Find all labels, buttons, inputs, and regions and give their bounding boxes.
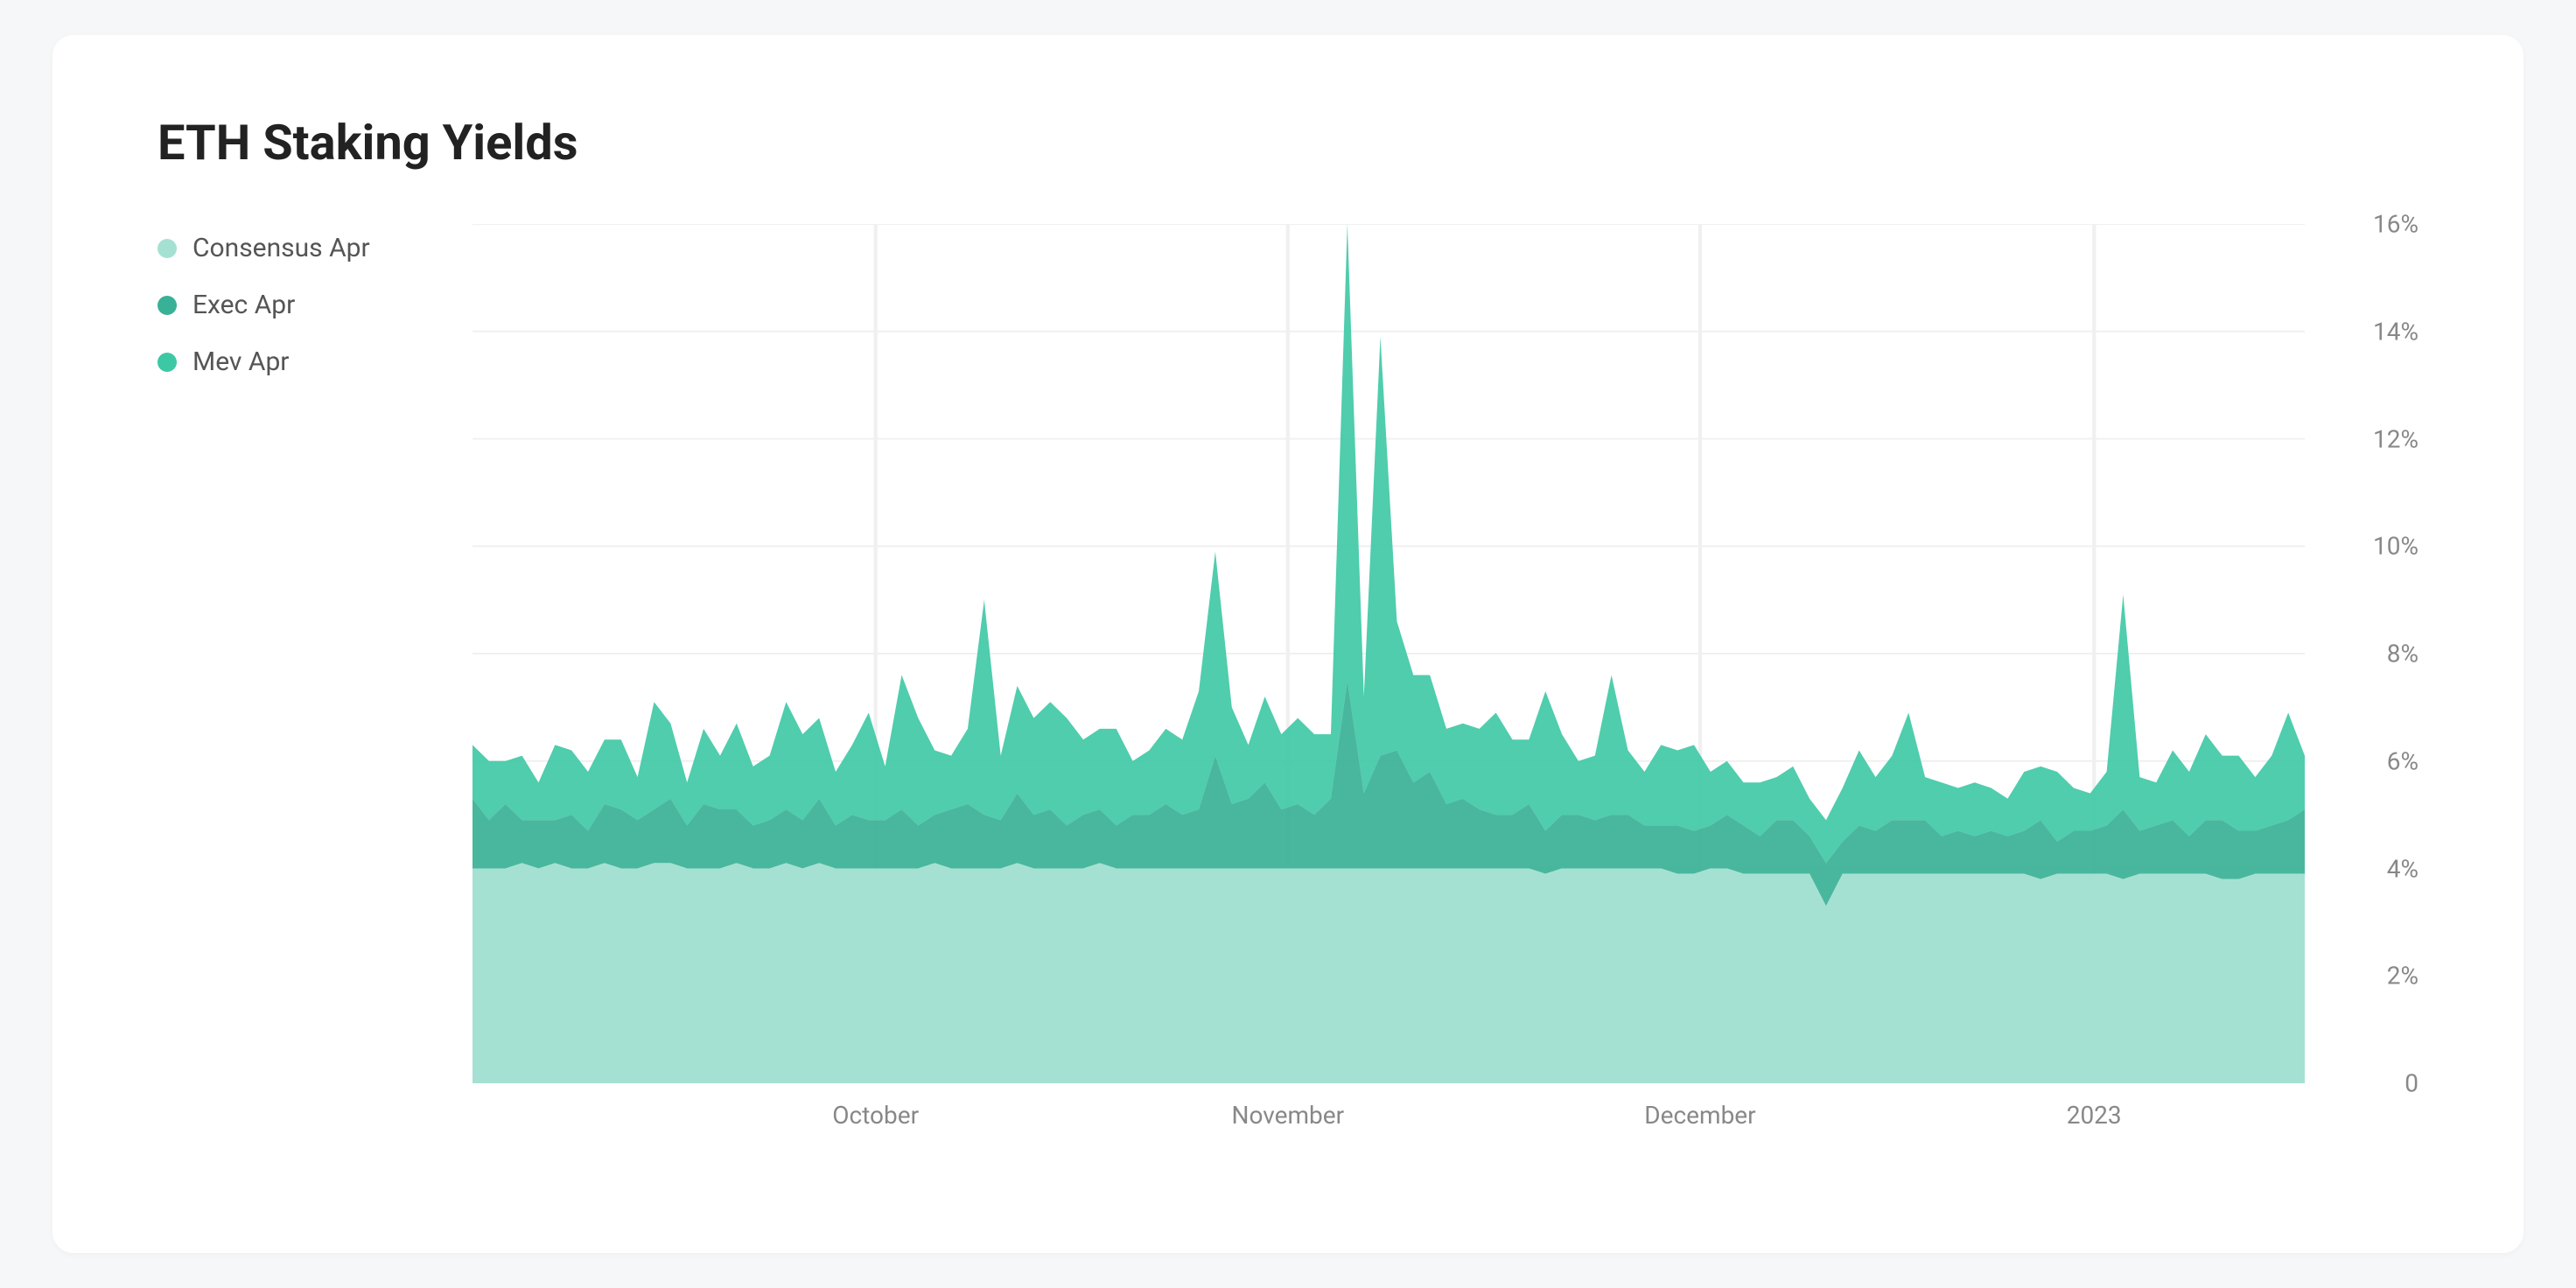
legend-item: Consensus Apr	[158, 233, 472, 263]
chart-card: ETH Staking Yields Consensus Apr Exec Apr…	[52, 35, 2524, 1253]
legend-item: Exec Apr	[158, 290, 472, 320]
y-tick-label: 2%	[2314, 962, 2418, 990]
legend-dot	[158, 239, 177, 258]
y-tick-label: 6%	[2314, 746, 2418, 775]
legend-label: Mev Apr	[192, 346, 289, 377]
y-axis: 02%4%6%8%10%12%14%16%	[2314, 224, 2418, 1083]
chart-title: ETH Staking Yields	[158, 114, 2418, 172]
legend-item: Mev Apr	[158, 346, 472, 377]
legend: Consensus Apr Exec Apr Mev Apr	[158, 224, 472, 1136]
y-tick-label: 4%	[2314, 854, 2418, 883]
y-tick-label: 10%	[2314, 532, 2418, 561]
y-tick-label: 12%	[2314, 424, 2418, 453]
y-tick-label: 14%	[2314, 317, 2418, 346]
plot-outer: 02%4%6%8%10%12%14%16% OctoberNovemberDec…	[472, 224, 2418, 1136]
legend-dot	[158, 353, 177, 372]
x-tick-label: 2023	[2067, 1101, 2122, 1130]
y-tick-label: 0	[2314, 1069, 2418, 1098]
legend-label: Consensus Apr	[192, 233, 370, 263]
plot-area	[472, 224, 2305, 1083]
y-tick-label: 16%	[2314, 210, 2418, 239]
x-tick-label: October	[832, 1101, 919, 1130]
legend-dot	[158, 296, 177, 315]
x-tick-label: November	[1232, 1101, 1345, 1130]
chart-body: Consensus Apr Exec Apr Mev Apr 0 2% 4% 6% 8% 10…	[158, 224, 2418, 1136]
x-tick-label: December	[1644, 1101, 1755, 1130]
y-tick-label: 8%	[2314, 640, 2418, 668]
chart-svg	[472, 224, 2305, 1083]
x-axis: October November December 2023	[472, 1092, 2305, 1136]
legend-label: Exec Apr	[192, 290, 295, 320]
